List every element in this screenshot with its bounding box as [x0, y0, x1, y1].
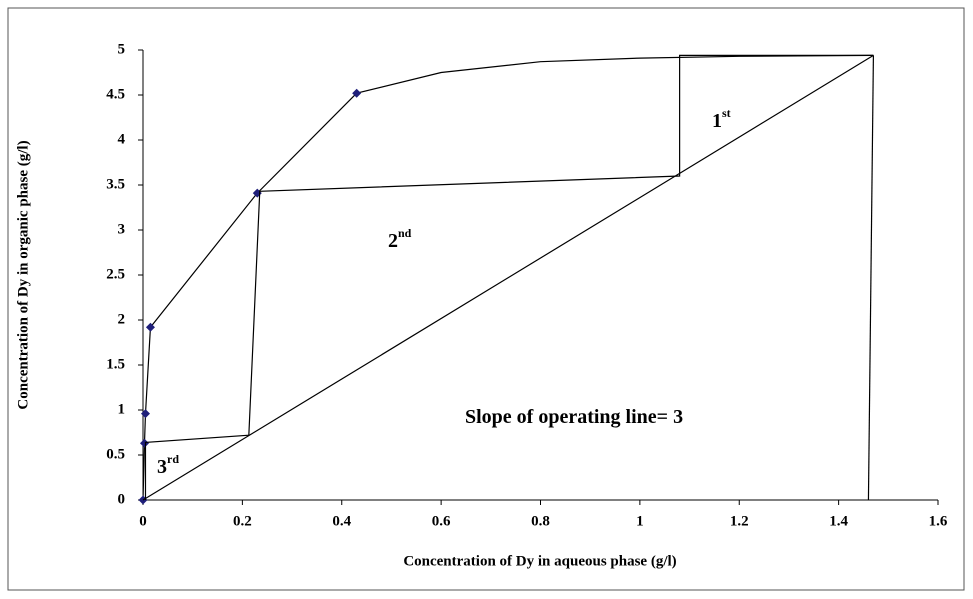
data-point [145, 322, 155, 332]
annotation-text: 2 [388, 230, 398, 252]
x-tick-label: 0.8 [531, 513, 550, 529]
x-tick-label: 1 [636, 513, 644, 529]
y-tick-label: 4 [118, 131, 126, 147]
y-tick-label: 4.5 [106, 86, 125, 102]
y-tick-label: 0.5 [106, 446, 125, 462]
data-point [139, 438, 149, 448]
x-tick-label: 1.4 [829, 513, 848, 529]
x-tick-label: 0 [139, 513, 147, 529]
annotation: 3rd [157, 452, 179, 478]
annotation-text: Slope of operating line= 3 [465, 406, 683, 428]
chart-border [7, 7, 965, 591]
series-line [867, 55, 875, 501]
x-tick-label: 1.6 [929, 513, 948, 529]
annotation-text: 3 [157, 456, 167, 478]
data-point [140, 409, 150, 419]
annotation: Slope of operating line= 3 [465, 406, 683, 428]
annotation-superscript: nd [398, 226, 412, 240]
y-tick-label: 5 [118, 41, 126, 57]
y-tick-label: 1.5 [106, 356, 125, 372]
annotation-superscript: rd [167, 452, 179, 466]
y-tick-label: 3 [118, 221, 126, 237]
x-tick-label: 0.6 [432, 513, 451, 529]
x-tick-label: 1.2 [730, 513, 749, 529]
annotation-text: 1 [712, 110, 722, 132]
series-line [142, 54, 874, 501]
y-tick-label: 1 [118, 401, 126, 417]
y-tick-label: 3.5 [106, 176, 125, 192]
y-tick-label: 2.5 [106, 266, 125, 282]
annotation-superscript: st [722, 106, 731, 120]
y-tick-label: 2 [118, 311, 126, 327]
y-tick-label: 0 [118, 491, 126, 507]
annotation: 1st [712, 106, 731, 132]
series-line [144, 54, 874, 500]
y-axis-title: Concentration of Dy in organic phase (g/… [15, 140, 31, 409]
data-point [352, 88, 362, 98]
x-tick-label: 0.4 [332, 513, 351, 529]
annotation: 2nd [388, 226, 412, 252]
x-tick-label: 0.2 [233, 513, 252, 529]
x-axis-title: Concentration of Dy in aqueous phase (g/… [403, 553, 676, 569]
